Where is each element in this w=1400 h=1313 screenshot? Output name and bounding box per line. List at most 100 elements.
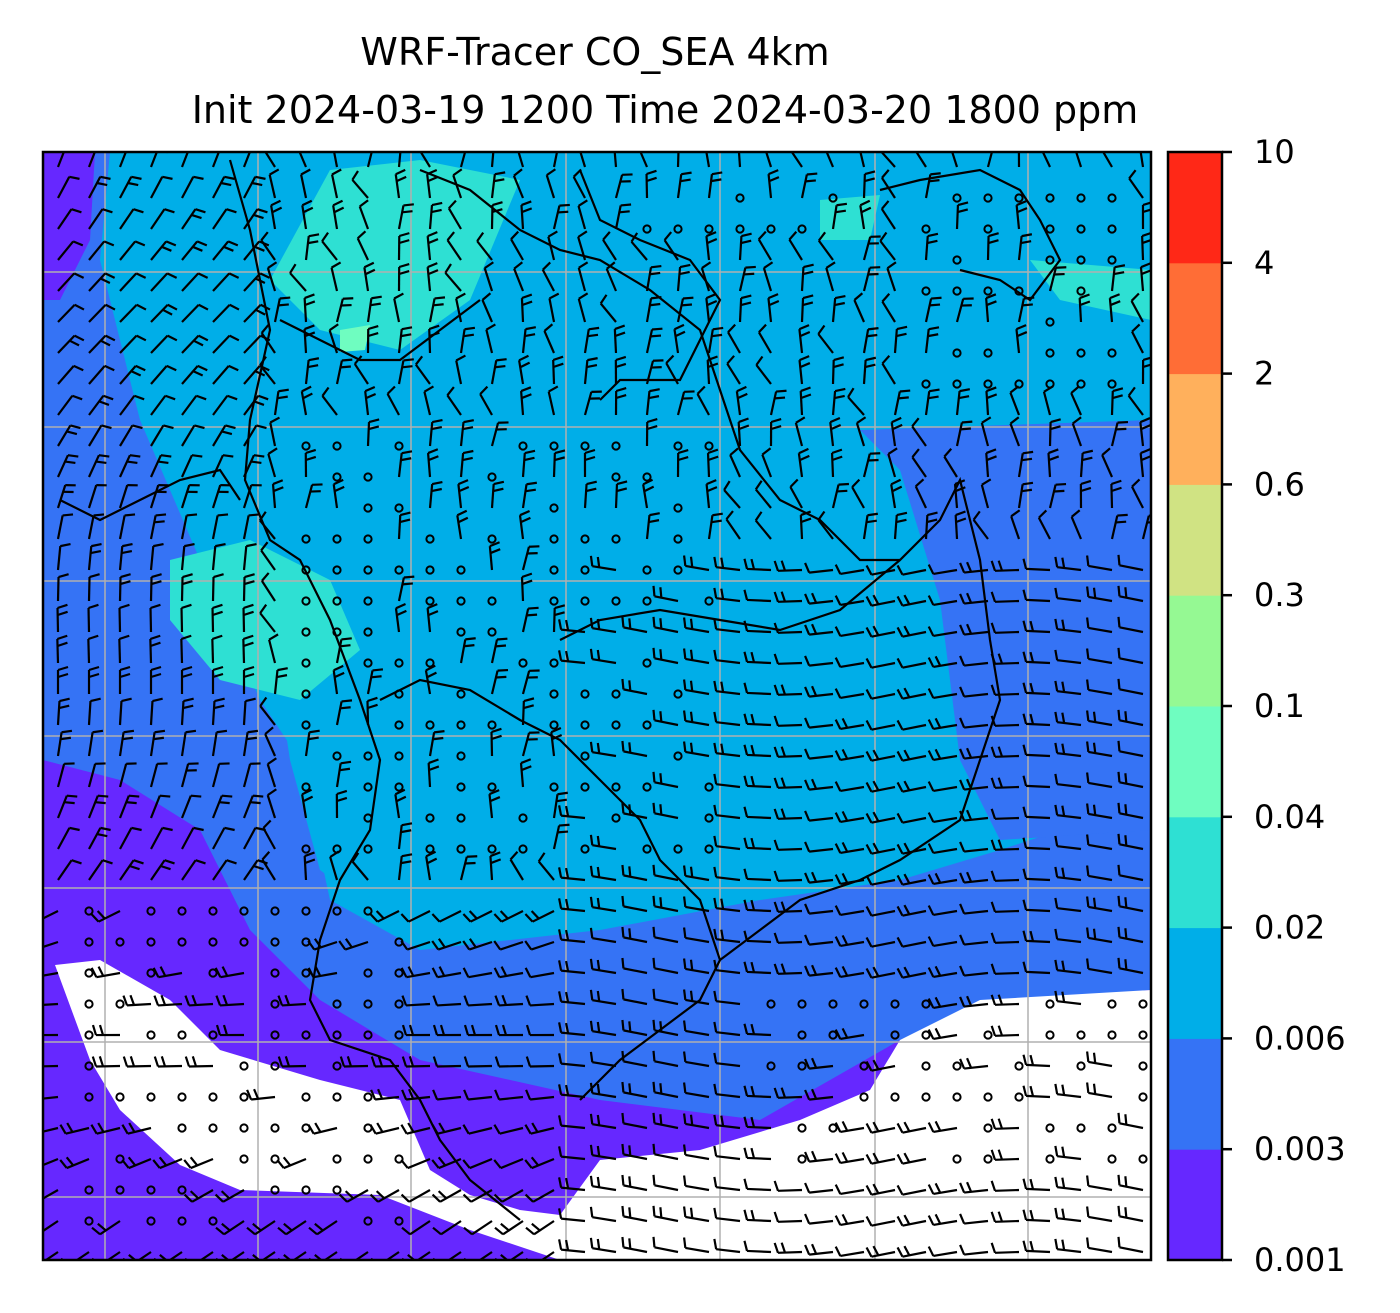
- calm-wind-marker: [952, 193, 962, 203]
- wind-barb: [943, 448, 958, 478]
- wind-barb: [493, 1189, 524, 1203]
- calm-wind-marker: [704, 782, 714, 792]
- wind-barb: [743, 837, 772, 851]
- wind-barb: [43, 1157, 59, 1167]
- wind-barb: [834, 717, 865, 731]
- wind-barb: [1117, 585, 1144, 603]
- wind-barb: [242, 634, 254, 664]
- wind-barb: [847, 387, 865, 416]
- wind-barb: [211, 513, 229, 540]
- wind-barb: [211, 665, 224, 695]
- wind-barb: [56, 603, 68, 633]
- wind-barb: [494, 1089, 524, 1101]
- calm-wind-marker: [983, 348, 993, 358]
- calm-wind-marker: [1076, 224, 1086, 234]
- calm-wind-marker: [673, 751, 683, 761]
- wind-barb: [927, 843, 958, 855]
- wind-barb: [122, 994, 152, 1007]
- wind-barb: [87, 152, 106, 168]
- wind-barb: [119, 240, 146, 261]
- wind-barb: [743, 1209, 772, 1223]
- calm-wind-marker: [301, 596, 311, 606]
- calm-wind-marker: [983, 193, 993, 203]
- wind-barb: [43, 1033, 59, 1037]
- wind-barb: [589, 1051, 617, 1068]
- wind-barb: [773, 1242, 803, 1254]
- wind-barb: [181, 334, 209, 354]
- wind-barb: [705, 293, 718, 323]
- wind-barb: [738, 232, 752, 261]
- wind-barb: [652, 957, 679, 975]
- wind-barb: [683, 958, 710, 975]
- wind-barb: [834, 905, 865, 917]
- wind-barb: [927, 1120, 958, 1134]
- wind-barb: [212, 826, 235, 850]
- wind-barb: [426, 448, 439, 478]
- wind-barb: [834, 626, 865, 638]
- calm-wind-marker: [673, 534, 683, 544]
- calm-wind-marker: [611, 689, 621, 699]
- wind-barb: [959, 778, 989, 791]
- wind-barb: [862, 170, 876, 199]
- wind-barb: [518, 354, 531, 385]
- wind-barb: [369, 910, 400, 923]
- calm-wind-marker: [890, 1092, 900, 1102]
- wind-barb: [621, 1081, 648, 1099]
- wind-barb: [1054, 959, 1082, 975]
- wind-barb: [621, 1205, 648, 1223]
- wind-barb: [259, 603, 276, 633]
- wind-barb: [521, 545, 540, 571]
- wind-barb: [246, 1220, 276, 1236]
- calm-wind-marker: [921, 286, 931, 296]
- wind-barb: [831, 356, 845, 385]
- wind-barb: [927, 564, 958, 576]
- calm-wind-marker: [425, 720, 435, 730]
- wind-barb: [212, 424, 236, 447]
- wind-barb: [896, 594, 927, 607]
- calm-wind-marker: [394, 1216, 404, 1226]
- wind-barb: [1022, 713, 1051, 727]
- wind-barb: [804, 623, 834, 636]
- wind-barb: [370, 1088, 400, 1101]
- wind-barb: [211, 454, 234, 478]
- wind-barb: [577, 199, 588, 230]
- wind-barb: [614, 173, 633, 199]
- wind-barb: [91, 1220, 121, 1236]
- wind-barb: [397, 575, 415, 602]
- wind-barb: [276, 1156, 307, 1170]
- wind-barb: [743, 713, 772, 727]
- wind-barb: [277, 1056, 307, 1068]
- wind-barb: [959, 995, 989, 1008]
- wind-barb: [773, 653, 803, 665]
- wind-barb: [423, 385, 434, 416]
- wind-barb: [589, 1082, 617, 1099]
- wind-barb: [896, 564, 927, 576]
- wind-barb: [558, 1053, 586, 1068]
- wind-barb: [149, 484, 169, 509]
- wind-barb: [351, 852, 369, 881]
- wind-barb: [804, 841, 834, 853]
- calm-wind-marker: [1045, 255, 1055, 265]
- wind-barb: [1075, 152, 1083, 168]
- wind-barb: [521, 481, 538, 509]
- calm-wind-marker: [270, 1061, 280, 1071]
- wind-barb: [865, 1059, 896, 1072]
- wind-barb: [400, 1189, 431, 1203]
- wind-barb: [1141, 356, 1151, 385]
- wind-barb: [583, 480, 597, 509]
- wind-barb: [621, 1174, 648, 1192]
- calm-wind-marker: [363, 627, 373, 637]
- calm-wind-marker: [890, 1030, 900, 1040]
- wind-barb: [707, 326, 724, 354]
- wind-barb: [462, 1124, 493, 1135]
- wind-barb: [804, 1088, 834, 1101]
- wind-barb: [652, 1174, 679, 1192]
- wind-barb: [862, 235, 881, 261]
- wind-barb: [927, 1213, 958, 1227]
- wind-barb: [558, 867, 586, 882]
- wind-barb: [181, 826, 204, 850]
- wind-barb: [88, 826, 111, 850]
- wind-barb: [589, 648, 617, 665]
- wind-barb: [589, 1175, 617, 1192]
- wind-barb: [91, 1056, 121, 1068]
